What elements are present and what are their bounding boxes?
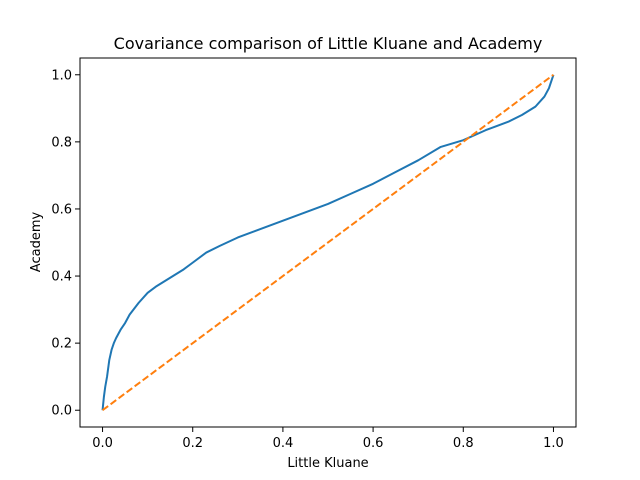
covariance-curve	[101, 74, 555, 411]
chart-title: Covariance comparison of Little Kluane a…	[114, 34, 543, 53]
y-tick-label: 0.8	[51, 135, 72, 150]
x-tick-label: 0.0	[92, 436, 113, 451]
y-axis-label: Academy	[29, 212, 44, 273]
plot-area: 0.0 0.2 0.4 0.6 0.8 1.0 0.0 0.2 0.4 0.6 0.8 1.0	[51, 57, 577, 451]
x-tick-label: 0.4	[273, 436, 294, 451]
y-tick-label: 0.0	[51, 404, 72, 419]
axes-frame	[79, 57, 577, 428]
x-axis-label: Little Kluane	[287, 456, 368, 471]
y-tick-label: 0.2	[51, 337, 72, 352]
reference-diagonal	[101, 73, 555, 412]
x-tick-label: 0.6	[363, 436, 384, 451]
y-tick-label: 0.6	[51, 202, 72, 217]
x-tick-label: 0.2	[182, 436, 203, 451]
x-tick-label: 1.0	[543, 436, 564, 451]
y-tick-label: 1.0	[51, 68, 72, 83]
y-tick-label: 0.4	[51, 270, 72, 285]
x-tick-label: 0.8	[453, 436, 474, 451]
